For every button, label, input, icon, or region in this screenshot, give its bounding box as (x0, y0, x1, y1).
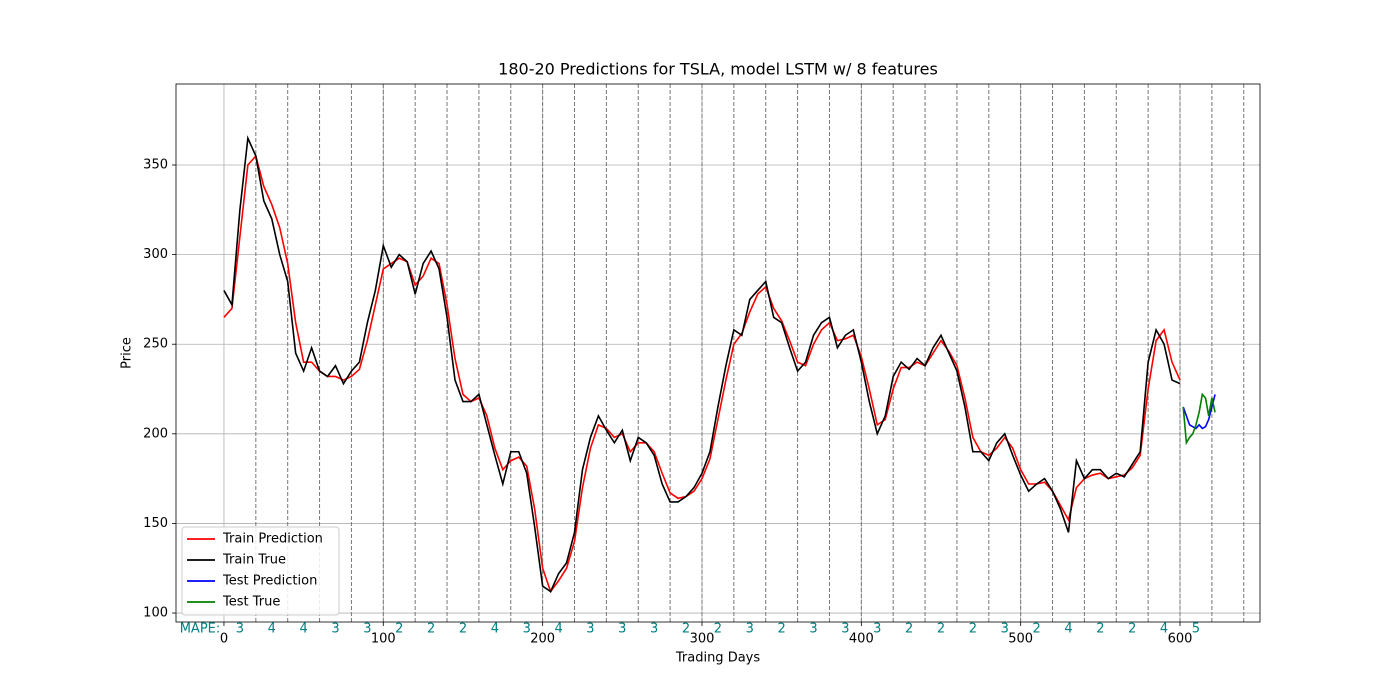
legend-label: Test Prediction (222, 574, 317, 589)
mape-value: 3 (331, 622, 339, 637)
series-line (1182, 392, 1216, 446)
mape-value: 4 (1064, 622, 1072, 637)
x-tick-label: 0 (220, 632, 228, 647)
mape-value: 3 (363, 622, 371, 637)
y-tick-label: 200 (143, 426, 168, 441)
x-tick-label: 300 (690, 632, 715, 647)
series-line (1182, 394, 1216, 430)
mape-value: 2 (427, 622, 435, 637)
mape-value: 3 (746, 622, 754, 637)
mape-value: 3 (523, 622, 531, 637)
mape-value: 3 (618, 622, 626, 637)
mape-value: 4 (554, 622, 562, 637)
y-tick-label: 350 (143, 158, 168, 173)
legend-label: Train True (222, 553, 286, 568)
mape-label: MAPE: (180, 622, 221, 637)
mape-value: 2 (1096, 622, 1104, 637)
chart-title: 180-20 Predictions for TSLA, model LSTM … (498, 60, 938, 79)
y-tick-label: 300 (143, 247, 168, 262)
y-tick-label: 150 (143, 516, 168, 531)
mape-value: 2 (778, 622, 786, 637)
mape-value: 3 (1001, 622, 1009, 637)
mape-value: 2 (937, 622, 945, 637)
y-tick-label: 250 (143, 337, 168, 352)
x-tick-label: 600 (1168, 632, 1193, 647)
mape-value: 2 (714, 622, 722, 637)
series-line (223, 154, 1181, 594)
legend: Train Prediction Train True Test Predictio… (181, 526, 340, 616)
mape-value: 2 (459, 622, 467, 637)
mape-value: 4 (268, 622, 276, 637)
mape-value: 3 (809, 622, 817, 637)
mape-value: 2 (969, 622, 977, 637)
mape-value: 2 (1032, 622, 1040, 637)
mape-value: 3 (236, 622, 244, 637)
series-line (223, 135, 1181, 593)
legend-label: Test True (222, 595, 280, 610)
mape-value: 5 (1192, 622, 1200, 637)
mape-value: 4 (299, 622, 307, 637)
legend-box (181, 526, 340, 616)
mape-value: 3 (586, 622, 594, 637)
x-tick-label: 500 (1008, 632, 1033, 647)
x-tick-label: 100 (371, 632, 396, 647)
x-axis-label: Trading Days (675, 651, 760, 666)
mape-value: 2 (905, 622, 913, 637)
mape-value: 2 (682, 622, 690, 637)
y-axis-label: Price (120, 337, 135, 369)
mape-value: 3 (650, 622, 658, 637)
legend-label: Train Prediction (222, 532, 323, 547)
y-tick-label: 100 (143, 606, 168, 621)
mape-value: 2 (395, 622, 403, 637)
plot-frame (175, 83, 1261, 623)
x-tick-label: 200 (530, 632, 555, 647)
mape-value: 2 (1128, 622, 1136, 637)
mape-value: 4 (491, 622, 499, 637)
mape-value: 3 (841, 622, 849, 637)
mape-value: 4 (1160, 622, 1168, 637)
mape-value: 3 (873, 622, 881, 637)
x-tick-label: 400 (849, 632, 874, 647)
